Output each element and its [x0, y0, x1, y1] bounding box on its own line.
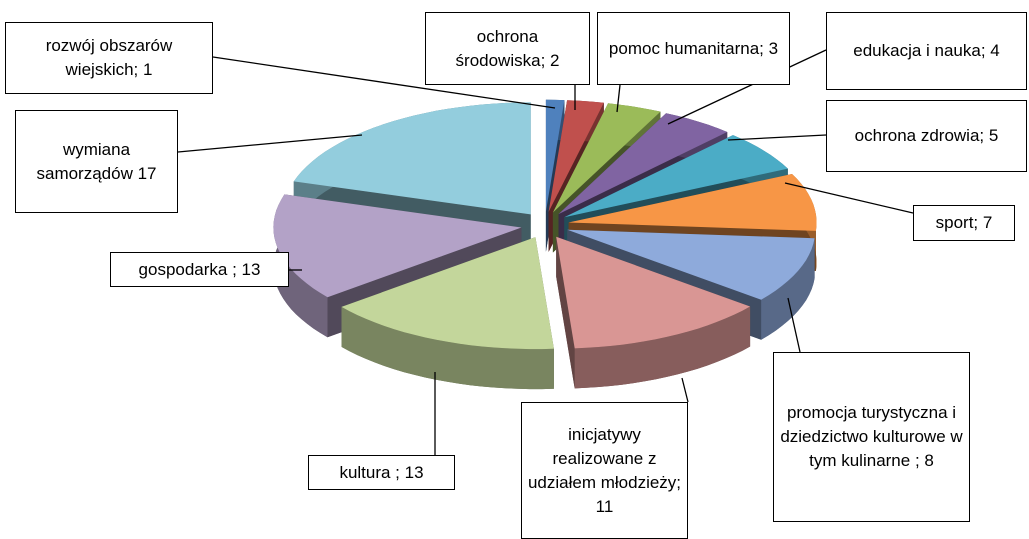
leader-line: [681, 377, 689, 403]
leader-line: [784, 182, 914, 214]
slice-side: [556, 236, 575, 389]
slice: [273, 194, 522, 298]
data-label: pomoc humanitarna; 3: [597, 12, 790, 85]
leader-line: [212, 56, 556, 109]
slice: [545, 99, 565, 212]
data-label: ochrona zdrowia; 5: [826, 100, 1027, 172]
data-label: gospodarka ; 13: [110, 252, 289, 287]
leader-line: [727, 134, 827, 141]
leader-line: [177, 134, 363, 153]
slice: [293, 102, 531, 215]
leader-line: [616, 84, 621, 113]
slice: [552, 103, 661, 213]
data-label: rozwój obszarów wiejskich; 1: [5, 22, 213, 94]
slice: [567, 229, 815, 300]
slice: [568, 174, 817, 231]
slice: [341, 237, 554, 350]
slice-side: [574, 306, 751, 389]
data-label: promocja turystyczna i dziedzictwo kultu…: [773, 352, 970, 522]
slice: [564, 135, 788, 218]
leader-line: [787, 297, 801, 353]
data-label: ochrona środowiska; 2: [425, 12, 590, 85]
data-label: kultura ; 13: [308, 455, 455, 490]
slice: [558, 113, 728, 215]
slice: [548, 100, 604, 212]
slice-side: [273, 194, 328, 338]
data-label: edukacja i nauka; 4: [826, 12, 1027, 90]
data-label: sport; 7: [913, 205, 1015, 241]
slice-side: [341, 306, 554, 390]
slice-side: [761, 238, 815, 340]
data-label: wymiana samorządów 17: [15, 110, 178, 213]
slice: [556, 236, 751, 349]
data-label: inicjatywy realizowane z udziałem młodzi…: [521, 402, 688, 539]
leader-line: [667, 49, 827, 125]
